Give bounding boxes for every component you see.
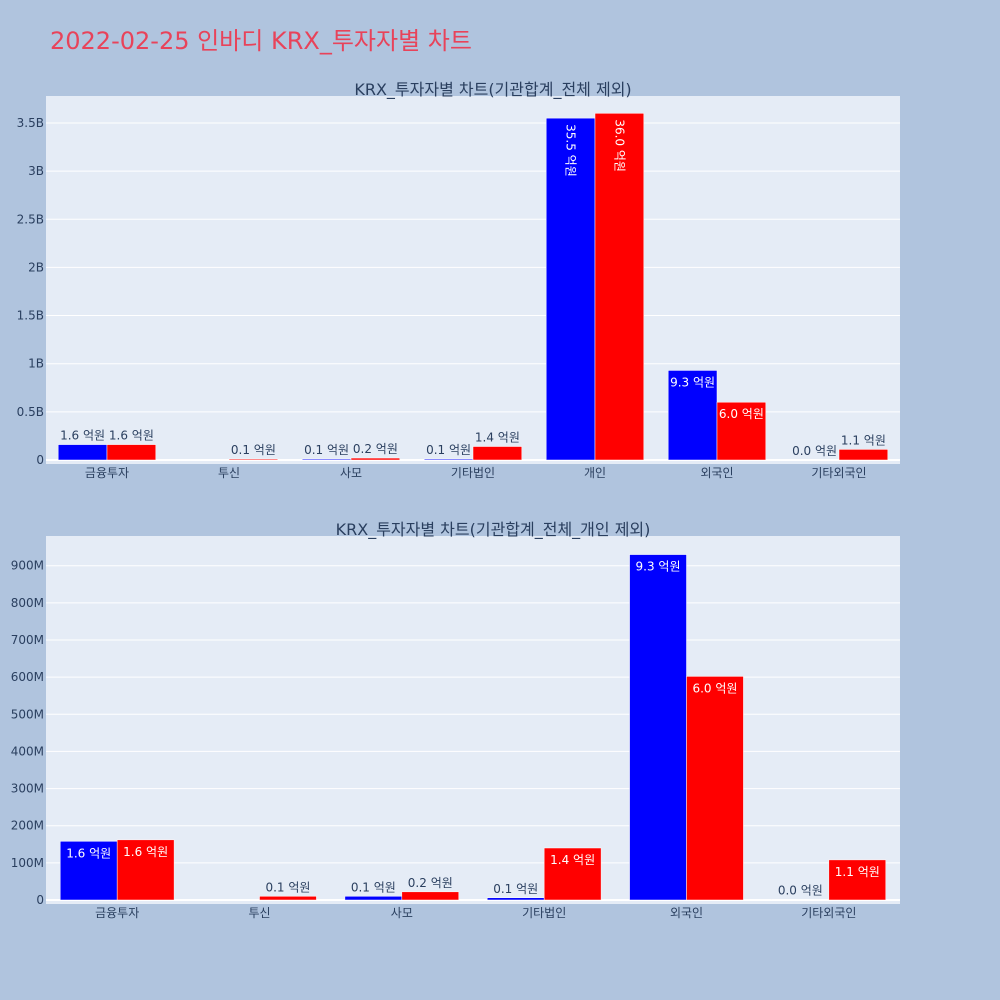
y-tick-label: 500M (11, 707, 44, 721)
x-tick-label: 개인 (584, 466, 606, 480)
y-tick-label: 400M (11, 744, 44, 758)
data-label: 0.1 억원 (493, 882, 538, 896)
plot-area (46, 536, 900, 904)
data-label: 1.6 억원 (109, 429, 154, 443)
x-tick-label: 기타외국인 (801, 906, 856, 920)
x-tick-label: 기타법인 (522, 906, 566, 920)
bar (629, 554, 687, 901)
y-tick-label: 700M (11, 633, 44, 647)
data-label: 36.0 억원 (612, 119, 626, 172)
bar (486, 897, 545, 901)
data-label: 0.1 억원 (351, 880, 396, 894)
bar (828, 859, 887, 901)
x-tick-label: 금융투자 (95, 906, 139, 920)
x-tick-label: 투신 (248, 906, 270, 920)
y-tick-label: 1B (28, 357, 44, 371)
data-label: 9.3 억원 (636, 560, 681, 574)
y-tick-label: 3B (28, 164, 44, 178)
x-tick-label: 금융투자 (85, 466, 129, 480)
data-label: 1.4 억원 (475, 431, 520, 445)
y-tick-label: 0 (36, 453, 44, 467)
data-label: 0.1 억원 (231, 443, 276, 457)
data-label: 35.5 억원 (564, 124, 578, 177)
y-tick-label: 800M (11, 596, 44, 610)
data-label: 0.1 억원 (265, 880, 310, 894)
plot-area (46, 96, 900, 464)
bar (344, 896, 403, 901)
data-label: 0.0 억원 (778, 884, 823, 898)
data-label: 1.1 억원 (835, 865, 880, 879)
x-tick-label: 투신 (218, 466, 240, 480)
data-label: 0.1 억원 (426, 443, 471, 457)
data-label: 9.3 억원 (670, 375, 715, 389)
y-tick-label: 0 (36, 893, 44, 907)
y-tick-label: 1.5B (17, 309, 44, 323)
x-tick-label: 기타법인 (451, 466, 495, 480)
chart-title: KRX_투자자별 차트(기관합계_전체 제외) (354, 80, 631, 100)
chart-top: 0 0.5B 1B 1.5B 2B 2.5B 3B 3.5B KRX_투자자별 차트(기관합계_… (17, 80, 900, 480)
x-tick-label: 외국인 (670, 906, 703, 920)
page-title: 2022-02-25 인바디 KRX_투자자별 차트 (50, 27, 472, 55)
bar (594, 113, 645, 461)
data-label: 1.1 억원 (841, 433, 886, 447)
x-tick-label: 사모 (340, 466, 362, 480)
data-label: 1.4 억원 (550, 853, 595, 867)
data-label: 1.6 억원 (66, 846, 111, 860)
y-tick-label: 300M (11, 782, 44, 796)
bar (116, 839, 175, 901)
bar (543, 847, 602, 901)
chart-bottom: 0 100M 200M 300M 400M 500M 600M 700M 800M 900M KRX… (11, 520, 900, 920)
y-tick-label: 200M (11, 819, 44, 833)
data-label: 0.0 억원 (792, 444, 837, 458)
x-tick-label: 외국인 (700, 466, 733, 480)
data-label: 1.6 억원 (60, 429, 105, 443)
y-tick-label: 0.5B (17, 405, 44, 419)
x-tick-label: 기타외국인 (811, 466, 866, 480)
data-label: 6.0 억원 (692, 681, 737, 695)
bar (838, 449, 889, 461)
data-label: 1.6 억원 (123, 845, 168, 859)
data-label: 0.1 억원 (304, 443, 349, 457)
data-label: 6.0 억원 (719, 407, 764, 421)
bar (301, 458, 352, 461)
bar (423, 458, 474, 461)
bar (401, 891, 460, 901)
x-tick-label: 사모 (391, 906, 413, 920)
bar (259, 896, 317, 901)
data-label: 0.2 억원 (353, 442, 398, 456)
bar (545, 117, 596, 461)
bar (106, 444, 157, 461)
y-tick-label: 2B (28, 260, 44, 274)
bar (472, 446, 523, 461)
bar (228, 458, 279, 461)
y-tick-label: 3.5B (17, 116, 44, 130)
y-tick-label: 2.5B (17, 212, 44, 226)
bar (686, 676, 744, 901)
data-label: 0.2 억원 (408, 876, 453, 890)
bar (667, 370, 718, 461)
y-tick-label: 100M (11, 856, 44, 870)
bar (350, 457, 401, 461)
chart-title: KRX_투자자별 차트(기관합계_전체_개인 제외) (336, 520, 651, 540)
y-tick-label: 600M (11, 670, 44, 684)
bar (716, 401, 767, 461)
y-tick-label: 900M (11, 559, 44, 573)
bar (57, 444, 108, 461)
